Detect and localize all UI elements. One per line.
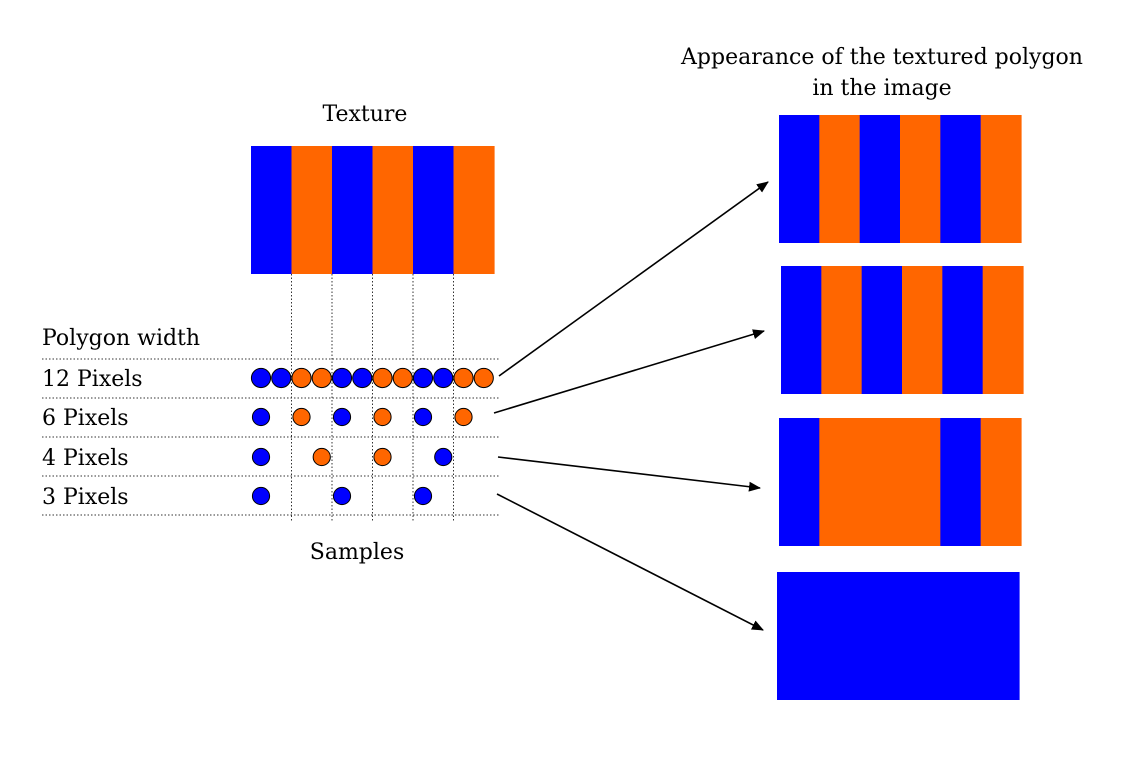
result-stripe-blue xyxy=(938,572,980,700)
result-stripe-blue xyxy=(940,115,982,243)
result-stripe-orange xyxy=(900,115,941,243)
texture-stripe-blue xyxy=(332,146,374,274)
result-stripe-blue xyxy=(859,115,901,243)
sample-dot-blue xyxy=(251,407,271,427)
result-stripe-blue xyxy=(777,572,818,700)
arrow xyxy=(496,493,764,631)
texture-stripe-orange xyxy=(453,146,495,274)
sample-dot-orange xyxy=(291,367,312,389)
sample-rows: 12 Pixels 6 Pixels 4 Pixels 3 Pixels xyxy=(42,367,494,510)
result-stripe-orange xyxy=(821,266,863,394)
arrows xyxy=(493,181,769,631)
row-label: 6 Pixels xyxy=(42,406,129,431)
result-stripe-blue xyxy=(779,115,820,243)
result-stripe-blue xyxy=(781,266,822,394)
result-stripe-blue xyxy=(861,266,903,394)
texture-stripe-blue xyxy=(413,146,455,274)
sample-dot-orange xyxy=(473,367,494,389)
sample-dot-blue xyxy=(352,367,373,389)
sample-dot-blue xyxy=(251,486,271,506)
sample-dot-blue xyxy=(413,486,433,506)
sample-dot-blue xyxy=(413,407,433,427)
texture-swatch xyxy=(251,146,495,274)
result-stripe-blue xyxy=(978,572,1020,700)
sample-dot-blue xyxy=(434,447,453,467)
result-stripe-orange xyxy=(859,418,901,546)
result-stripe-orange xyxy=(900,418,941,546)
texture-stripe-orange xyxy=(291,146,333,274)
result-stripe-orange xyxy=(819,115,861,243)
result-panels xyxy=(777,115,1024,700)
sample-grid xyxy=(42,274,500,522)
result-stripe-orange xyxy=(982,266,1024,394)
sample-dot-orange xyxy=(373,407,392,427)
sample-dot-blue xyxy=(332,407,352,427)
sample-dot-blue xyxy=(331,367,353,389)
sample-dot-orange xyxy=(372,367,393,389)
sample-dot-orange xyxy=(454,407,473,427)
result-stripe-blue xyxy=(898,572,939,700)
sample-dot-orange xyxy=(392,367,413,389)
arrow xyxy=(498,181,769,377)
sample-dot-blue xyxy=(332,486,352,506)
texture-title: Texture xyxy=(323,102,408,127)
sample-dot-blue xyxy=(412,367,434,389)
row-label: 3 Pixels xyxy=(42,485,129,510)
sample-dot-orange xyxy=(312,447,331,467)
polygon-width-label: Polygon width xyxy=(42,326,200,351)
result-stripe-blue xyxy=(857,572,899,700)
result-stripe-blue xyxy=(942,266,984,394)
sample-dot-orange xyxy=(453,367,474,389)
result-stripe-blue xyxy=(779,418,820,546)
arrow xyxy=(493,329,765,414)
result-stripe-orange xyxy=(819,418,861,546)
samples-label: Samples xyxy=(310,540,404,565)
result-title-line2: in the image xyxy=(812,76,951,101)
sample-dot-orange xyxy=(373,447,392,467)
arrow xyxy=(497,456,761,492)
sample-dot-blue xyxy=(271,367,292,389)
sample-dot-orange xyxy=(311,367,332,389)
texture-stripe-orange xyxy=(372,146,414,274)
result-stripe-orange xyxy=(980,418,1022,546)
row-label: 4 Pixels xyxy=(42,446,129,471)
result-stripe-blue xyxy=(817,572,859,700)
texture-stripe-blue xyxy=(251,146,293,274)
sample-dot-orange xyxy=(292,407,311,427)
sample-dot-blue xyxy=(433,367,454,389)
sample-dot-blue xyxy=(251,447,271,467)
result-stripe-blue xyxy=(940,418,982,546)
result-stripe-orange xyxy=(980,115,1022,243)
sample-dot-blue xyxy=(250,367,272,389)
result-stripe-orange xyxy=(902,266,943,394)
result-title-line1: Appearance of the textured polygon xyxy=(680,45,1083,70)
row-label: 12 Pixels xyxy=(42,367,143,392)
